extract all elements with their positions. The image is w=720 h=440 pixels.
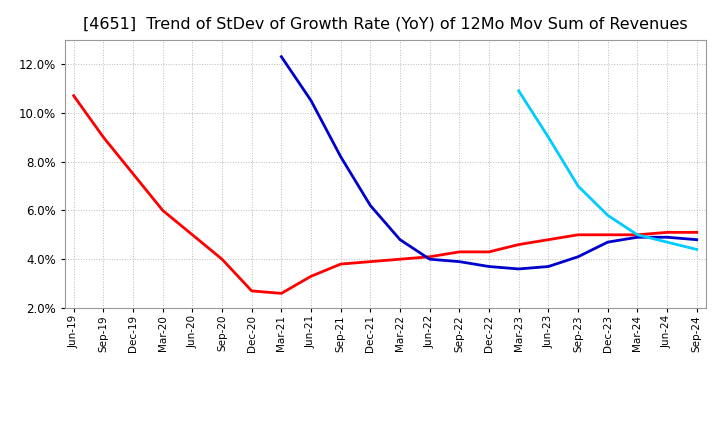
5 Years [396, 237, 405, 242]
3 Years [514, 242, 523, 247]
7 Years [633, 232, 642, 238]
3 Years [217, 257, 226, 262]
5 Years [485, 264, 493, 269]
Line: 7 Years: 7 Years [518, 91, 697, 249]
5 Years [662, 235, 671, 240]
3 Years [396, 257, 405, 262]
3 Years [693, 230, 701, 235]
Line: 5 Years: 5 Years [282, 57, 697, 269]
3 Years [662, 230, 671, 235]
5 Years [366, 203, 374, 208]
5 Years [277, 54, 286, 59]
7 Years [662, 239, 671, 245]
3 Years [69, 93, 78, 99]
7 Years [603, 213, 612, 218]
5 Years [455, 259, 464, 264]
3 Years [99, 135, 108, 140]
5 Years [544, 264, 553, 269]
5 Years [307, 98, 315, 103]
3 Years [455, 249, 464, 254]
3 Years [248, 288, 256, 293]
5 Years [574, 254, 582, 260]
3 Years [574, 232, 582, 238]
3 Years [633, 232, 642, 238]
5 Years [514, 266, 523, 271]
3 Years [544, 237, 553, 242]
5 Years [336, 154, 345, 159]
3 Years [277, 291, 286, 296]
3 Years [307, 274, 315, 279]
3 Years [158, 208, 167, 213]
Line: 3 Years: 3 Years [73, 96, 697, 293]
3 Years [336, 261, 345, 267]
3 Years [603, 232, 612, 238]
7 Years [693, 247, 701, 252]
3 Years [426, 254, 434, 260]
3 Years [366, 259, 374, 264]
7 Years [574, 183, 582, 189]
5 Years [693, 237, 701, 242]
5 Years [603, 239, 612, 245]
3 Years [188, 232, 197, 238]
7 Years [514, 88, 523, 93]
5 Years [633, 235, 642, 240]
3 Years [129, 171, 138, 176]
Title: [4651]  Trend of StDev of Growth Rate (YoY) of 12Mo Mov Sum of Revenues: [4651] Trend of StDev of Growth Rate (Yo… [83, 16, 688, 32]
5 Years [426, 257, 434, 262]
7 Years [544, 135, 553, 140]
3 Years [485, 249, 493, 254]
